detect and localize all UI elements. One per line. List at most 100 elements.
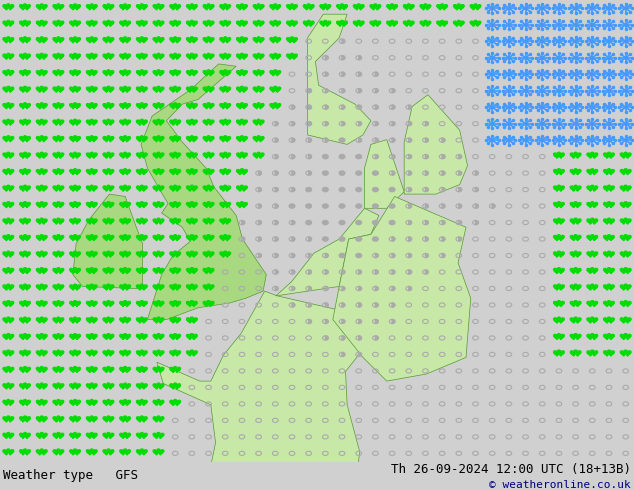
Polygon shape (94, 23, 97, 25)
Circle shape (170, 54, 173, 56)
Circle shape (77, 120, 81, 122)
Circle shape (259, 56, 262, 58)
Circle shape (107, 268, 110, 270)
Polygon shape (9, 239, 11, 241)
Polygon shape (20, 319, 23, 321)
Polygon shape (7, 270, 10, 271)
Circle shape (574, 218, 577, 220)
Polygon shape (61, 122, 63, 123)
Circle shape (623, 287, 625, 289)
Circle shape (90, 119, 93, 122)
Circle shape (25, 56, 29, 58)
Circle shape (70, 236, 73, 238)
Polygon shape (205, 206, 208, 208)
Circle shape (44, 400, 47, 402)
Circle shape (228, 87, 231, 89)
Polygon shape (159, 239, 162, 241)
Polygon shape (3, 23, 6, 25)
Polygon shape (57, 72, 60, 74)
Circle shape (127, 54, 131, 56)
Polygon shape (59, 190, 61, 191)
Polygon shape (591, 335, 594, 337)
Circle shape (126, 353, 129, 355)
Polygon shape (555, 156, 559, 158)
Circle shape (111, 301, 113, 303)
Polygon shape (190, 104, 193, 106)
Polygon shape (595, 254, 598, 256)
Circle shape (140, 350, 143, 352)
Circle shape (186, 103, 190, 106)
Polygon shape (257, 88, 260, 90)
Circle shape (5, 303, 8, 305)
Polygon shape (174, 72, 177, 74)
Circle shape (22, 89, 24, 91)
Circle shape (140, 367, 143, 368)
Polygon shape (59, 107, 61, 109)
Polygon shape (159, 91, 162, 92)
Polygon shape (193, 58, 195, 59)
Polygon shape (42, 338, 45, 340)
Polygon shape (205, 41, 208, 43)
Circle shape (93, 188, 95, 190)
Circle shape (576, 221, 579, 223)
Polygon shape (593, 173, 595, 175)
Circle shape (176, 270, 178, 272)
Polygon shape (591, 352, 594, 354)
Polygon shape (127, 254, 131, 256)
Circle shape (61, 137, 63, 139)
Circle shape (61, 38, 63, 40)
Circle shape (61, 433, 63, 436)
Polygon shape (591, 286, 594, 288)
Circle shape (155, 452, 158, 454)
Polygon shape (161, 220, 164, 222)
Polygon shape (309, 138, 311, 142)
Polygon shape (140, 137, 143, 139)
Circle shape (109, 287, 112, 289)
Polygon shape (9, 272, 11, 273)
Polygon shape (555, 321, 559, 323)
Polygon shape (161, 369, 164, 371)
Polygon shape (211, 287, 214, 289)
Polygon shape (55, 437, 58, 439)
Polygon shape (74, 154, 77, 156)
Polygon shape (107, 5, 110, 7)
Circle shape (188, 40, 191, 42)
Circle shape (3, 433, 6, 436)
Polygon shape (205, 239, 208, 241)
Circle shape (9, 435, 11, 437)
Circle shape (204, 301, 206, 303)
Circle shape (111, 368, 113, 369)
Circle shape (70, 301, 73, 303)
Polygon shape (176, 58, 178, 59)
Circle shape (159, 336, 162, 338)
Polygon shape (61, 319, 63, 321)
Polygon shape (578, 270, 581, 272)
Polygon shape (122, 453, 124, 455)
Circle shape (240, 185, 243, 187)
Polygon shape (23, 104, 27, 106)
Circle shape (153, 186, 156, 188)
Polygon shape (61, 336, 63, 338)
Polygon shape (11, 287, 14, 289)
Circle shape (170, 170, 173, 172)
Circle shape (161, 71, 164, 73)
Circle shape (105, 452, 108, 454)
Circle shape (373, 204, 378, 208)
Circle shape (55, 303, 58, 305)
Polygon shape (288, 24, 292, 26)
Polygon shape (425, 204, 429, 208)
Polygon shape (560, 321, 562, 323)
Circle shape (122, 238, 124, 240)
Circle shape (57, 235, 60, 237)
Circle shape (222, 73, 224, 74)
Circle shape (174, 350, 177, 352)
Circle shape (107, 317, 110, 319)
Polygon shape (555, 289, 559, 290)
Circle shape (75, 336, 79, 338)
Polygon shape (188, 206, 191, 208)
Circle shape (111, 153, 113, 155)
Polygon shape (593, 272, 595, 273)
Polygon shape (293, 24, 295, 26)
Polygon shape (139, 404, 141, 406)
Polygon shape (161, 89, 164, 91)
